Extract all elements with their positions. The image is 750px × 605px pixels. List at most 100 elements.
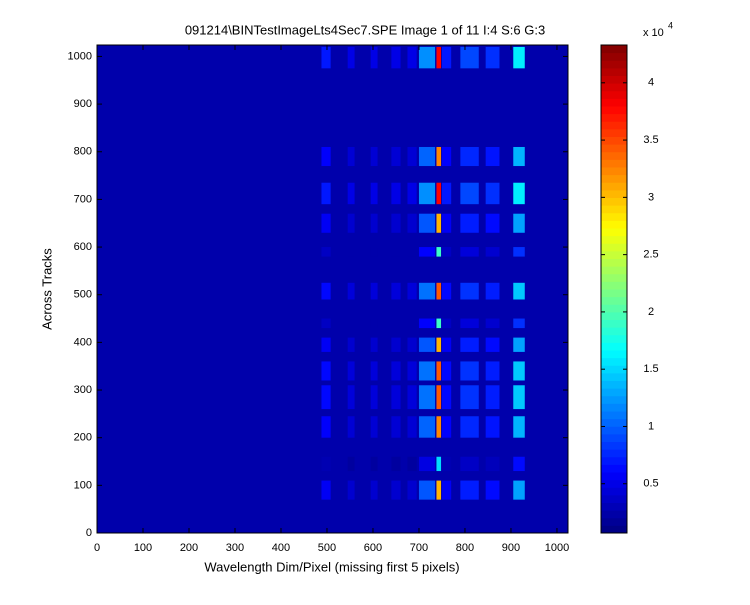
cell <box>347 182 355 205</box>
x-tick-label: 300 <box>226 542 244 554</box>
colorbar-swatch <box>601 281 627 290</box>
cell <box>407 480 417 500</box>
cell <box>391 385 401 410</box>
colorbar-swatch <box>601 189 627 198</box>
cell <box>460 46 479 69</box>
cell <box>436 337 442 352</box>
cell <box>407 361 417 381</box>
cell <box>441 182 452 205</box>
cell <box>441 213 452 233</box>
cell <box>436 385 442 410</box>
cell <box>321 213 331 233</box>
x-tick-label: 400 <box>272 542 290 554</box>
colorbar-swatch <box>601 98 627 107</box>
cell <box>441 247 452 257</box>
cell <box>441 146 452 167</box>
colorbar-swatch <box>601 273 627 282</box>
cell <box>436 282 442 300</box>
cell <box>321 282 331 300</box>
cell <box>485 361 500 381</box>
colorbar-swatch <box>601 311 627 320</box>
colorbar-swatch <box>601 197 627 206</box>
y-tick-label: 400 <box>74 336 92 348</box>
cell <box>418 456 436 472</box>
colorbar-swatch <box>601 502 627 511</box>
colorbar-tick-label: 1 <box>648 420 654 432</box>
cell <box>407 282 417 300</box>
cell <box>441 456 452 472</box>
y-tick-label: 1000 <box>68 50 92 62</box>
cell <box>513 213 525 233</box>
colorbar-swatch <box>601 456 627 465</box>
cell <box>485 416 500 438</box>
cell <box>513 247 525 257</box>
plot-frame <box>96 44 569 534</box>
cell <box>460 213 479 233</box>
colorbar-swatch <box>601 60 627 69</box>
colorbar-swatch <box>601 212 627 221</box>
cell <box>441 46 452 69</box>
colorbar-swatch <box>601 433 627 442</box>
cell <box>436 480 442 500</box>
cell <box>347 247 355 257</box>
cell <box>418 480 436 500</box>
cell <box>347 318 355 329</box>
y-tick-label: 200 <box>74 432 92 444</box>
cell <box>321 456 331 472</box>
cell <box>485 182 500 205</box>
colorbar-swatch <box>601 342 627 351</box>
cell <box>460 385 479 410</box>
colorbar-swatch <box>601 525 627 534</box>
y-tick-label: 500 <box>74 289 92 301</box>
cell <box>418 146 436 167</box>
colorbar-swatch <box>601 319 627 328</box>
colorbar-swatch <box>601 441 627 450</box>
cell <box>407 337 417 352</box>
colorbar-swatch <box>601 159 627 168</box>
colorbar-swatch <box>601 144 627 153</box>
cell <box>370 385 378 410</box>
colorbar-swatch <box>601 228 627 237</box>
cell <box>321 480 331 500</box>
colorbar-swatch <box>601 67 627 76</box>
colorbar-swatch <box>601 250 627 259</box>
colorbar-swatch <box>601 304 627 313</box>
cell <box>460 361 479 381</box>
cell <box>321 385 331 410</box>
x-tick-label: 700 <box>410 542 428 554</box>
colorbar-tick-label: 2 <box>648 306 654 318</box>
cell <box>436 213 442 233</box>
image <box>97 45 568 533</box>
colorbar-tick-label: 2.5 <box>643 249 658 261</box>
colorbar-swatch <box>601 510 627 519</box>
cell <box>418 416 436 438</box>
x-axis-label: Wavelength Dim/Pixel (missing first 5 pi… <box>204 559 459 574</box>
colorbar-swatch <box>601 220 627 229</box>
cell <box>391 337 401 352</box>
cell <box>418 46 436 69</box>
colorbar-swatch <box>601 494 627 503</box>
colorbar-swatch <box>601 52 627 61</box>
cell <box>418 318 436 329</box>
cell <box>436 361 442 381</box>
cell <box>407 385 417 410</box>
cell <box>436 46 442 69</box>
cell <box>347 282 355 300</box>
cell <box>321 318 331 329</box>
colorbar-swatch <box>601 479 627 488</box>
cell <box>485 282 500 300</box>
cell <box>321 416 331 438</box>
cell <box>513 318 525 329</box>
colorbar-swatch <box>601 167 627 176</box>
colorbar-swatch <box>601 296 627 305</box>
cell <box>370 456 378 472</box>
colorbar-swatch <box>601 357 627 366</box>
colorbar-swatch <box>601 449 627 458</box>
cell <box>436 247 442 257</box>
cell <box>513 385 525 410</box>
colorbar-swatch <box>601 388 627 397</box>
colorbar-exponent: 4 <box>668 20 673 30</box>
x-tick-label: 900 <box>502 542 520 554</box>
cell <box>460 318 479 329</box>
